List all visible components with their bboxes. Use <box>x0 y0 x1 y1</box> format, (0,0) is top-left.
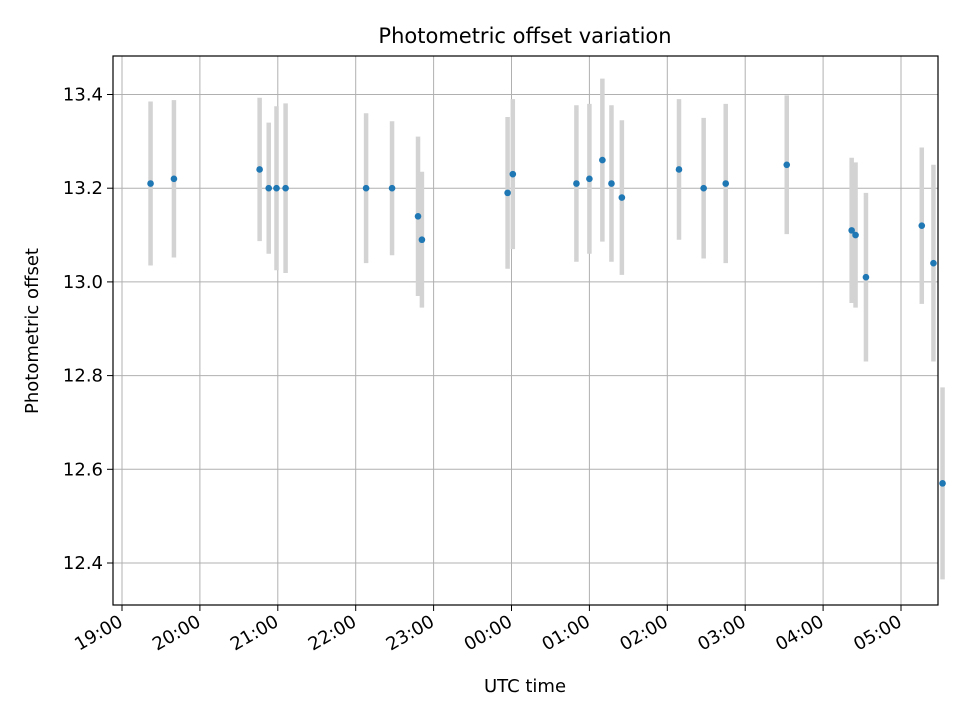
y-tick-label: 12.8 <box>63 366 103 387</box>
data-point <box>722 180 730 187</box>
y-tick-label: 13.2 <box>63 178 103 199</box>
data-point <box>282 184 289 192</box>
y-tick-label: 13.0 <box>63 272 103 293</box>
data-point <box>783 161 791 169</box>
y-tick-label: 12.6 <box>63 459 103 480</box>
data-point <box>586 175 593 183</box>
y-tick-label: 13.4 <box>63 85 103 106</box>
data-point <box>675 166 683 173</box>
data-point <box>608 180 615 187</box>
data-point <box>388 184 396 192</box>
data-points <box>147 156 946 487</box>
x-axis-label: UTC time <box>484 676 566 697</box>
data-point <box>573 180 580 187</box>
data-point <box>147 180 154 187</box>
data-point <box>256 166 263 173</box>
data-point <box>618 194 626 201</box>
y-axis-ticks: 12.4 12.6 12.8 13.0 13.2 13.4 <box>63 85 113 574</box>
data-point <box>265 184 273 192</box>
data-point <box>862 273 870 281</box>
data-point <box>504 189 511 197</box>
data-point <box>599 156 606 164</box>
data-point <box>509 170 517 178</box>
data-point <box>848 227 855 234</box>
data-point <box>700 184 707 192</box>
data-point <box>418 236 426 244</box>
chart-title: Photometric offset variation <box>378 24 671 48</box>
plot-frame <box>112 55 939 606</box>
data-point <box>414 213 422 220</box>
data-point <box>170 175 178 183</box>
y-axis-label: Photometric offset <box>22 248 43 414</box>
data-point <box>918 222 926 229</box>
data-point <box>930 259 937 267</box>
y-tick-label: 12.4 <box>63 553 103 574</box>
data-point <box>273 184 280 192</box>
data-point <box>852 231 859 239</box>
data-point <box>362 184 370 192</box>
data-point <box>939 480 946 487</box>
